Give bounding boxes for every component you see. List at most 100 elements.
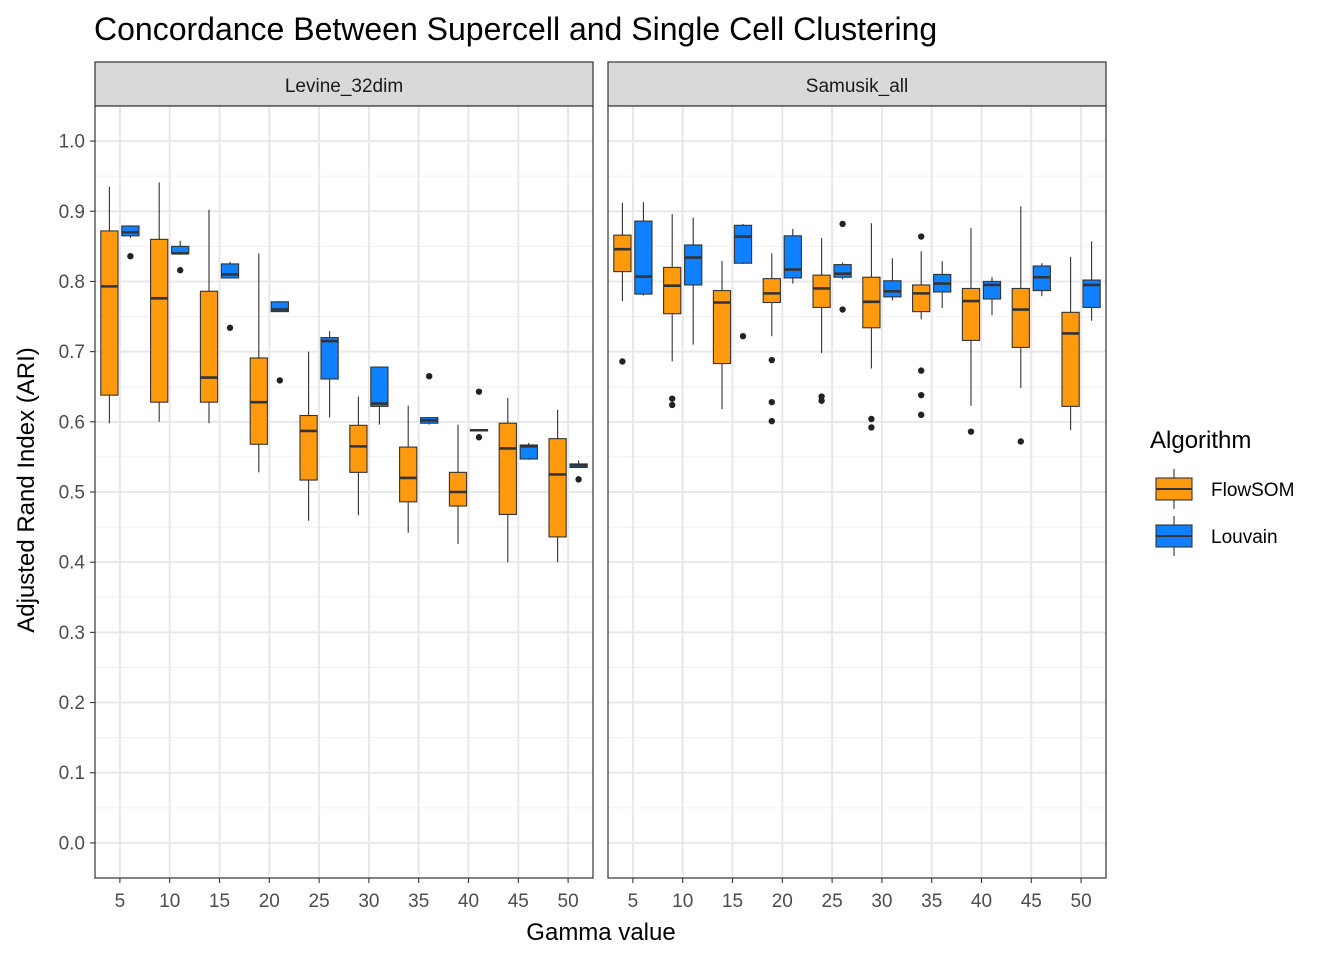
facet-strip-label: Levine_32dim [285,76,403,97]
box-flowsom-25 [299,351,318,521]
box-louvain-20 [783,228,802,284]
legend-label: Louvain [1211,527,1278,548]
facet-panel: Levine_32dim 5 10 15 20 25 30 35 40 45 50 [94,61,594,912]
series-louvain [634,202,1101,345]
y-axis: 0.0 0.1 0.2 0.3 0.4 0.5 0.6 0.7 0.8 0.9 1.0 [59,132,95,854]
y-tick-label: 0.8 [59,272,85,293]
box-body [961,287,981,341]
chart-title: Concordance Between Supercell and Single… [94,11,937,47]
box-body [783,235,802,279]
facet-panel: Samusik_all 5 10 15 20 25 30 35 40 45 50 [607,61,1107,912]
box-body [399,446,418,503]
box-louvain-40 [982,277,1002,316]
box-flowsom-35 [912,233,931,418]
legend-label: FlowSOM [1211,480,1294,501]
box-body [1061,311,1080,407]
box-louvain-5 [121,225,140,260]
box-louvain-45 [519,442,538,460]
x-tick-label: 45 [1021,891,1042,912]
box-body [270,301,289,313]
box-louvain-10 [684,217,703,345]
series-louvain [121,225,588,483]
box-body [1011,287,1030,348]
box-body [812,274,831,308]
legend-key-louvain: Louvain [1155,516,1278,556]
box-louvain-30 [883,258,902,301]
x-tick-label: 20 [772,891,793,912]
outlier-point [669,395,676,402]
box-louvain-15 [220,261,240,331]
x-tick-label: 30 [358,891,379,912]
legend: Algorithm FlowSOM Louvain [1150,427,1294,556]
y-tick-label: 0.7 [59,342,85,363]
x-tick-label: 10 [159,891,180,912]
box-louvain-35 [420,373,439,425]
facet-strip [94,61,594,107]
box-flowsom-20 [762,253,781,425]
legend-key-flowsom: FlowSOM [1155,469,1294,509]
box-flowsom-45 [498,397,517,563]
box-body [684,244,703,286]
box-body [663,266,682,315]
box-body [912,284,931,313]
outlier-point [868,415,875,423]
box-body [613,234,632,273]
box-flowsom-10 [150,182,169,422]
box-body [299,414,318,481]
outlier-point [739,332,747,340]
outlier-point [768,356,775,364]
box-body [519,444,538,460]
box-louvain-25 [833,220,852,313]
box-flowsom-50 [548,409,567,563]
box-flowsom-25 [812,237,831,404]
x-tick-label: 35 [921,891,942,912]
box-body [498,422,517,516]
x-tick-label: 15 [722,891,743,912]
x-tick-label: 35 [408,891,429,912]
y-tick-label: 0.2 [59,693,85,714]
y-tick-label: 0.5 [59,483,85,504]
box-flowsom-10 [663,214,682,409]
box-flowsom-5 [613,202,632,365]
box-louvain-35 [933,261,952,309]
box-body [150,238,169,403]
outlier-point [177,267,184,274]
box-body [883,280,902,298]
outlier-point [967,428,975,435]
y-tick-label: 0.1 [59,763,85,784]
box-flowsom-30 [349,396,368,516]
outlier-point [768,398,775,406]
outlier-point [127,252,134,260]
outlier-point [868,424,875,431]
box-louvain-10 [171,240,190,274]
x-tick-label: 50 [1071,891,1092,912]
box-louvain-20 [270,301,289,384]
box-louvain-30 [370,366,389,425]
box-body [100,230,119,396]
legend-title: Algorithm [1150,427,1251,454]
box-body [1082,279,1101,308]
y-tick-label: 0.6 [59,412,85,433]
outlier-point [818,397,825,404]
panel-border [607,105,1107,879]
box-louvain-40 [469,388,489,441]
box-body [448,471,468,507]
box-body [762,278,781,304]
box-flowsom-15 [712,261,732,410]
box-louvain-15 [733,223,753,340]
x-axis-label: Gamma value [526,919,675,946]
y-tick-label: 0.9 [59,202,85,223]
box-flowsom-40 [448,424,468,544]
box-louvain-45 [1032,263,1051,297]
box-body [220,263,240,279]
box-flowsom-35 [399,405,418,533]
box-body [199,290,219,403]
y-tick-label: 1.0 [59,132,85,153]
outlier-point [918,391,925,399]
box-louvain-50 [569,460,588,483]
x-tick-label: 25 [309,891,330,912]
box-flowsom-20 [249,253,268,473]
outlier-point [619,358,626,365]
